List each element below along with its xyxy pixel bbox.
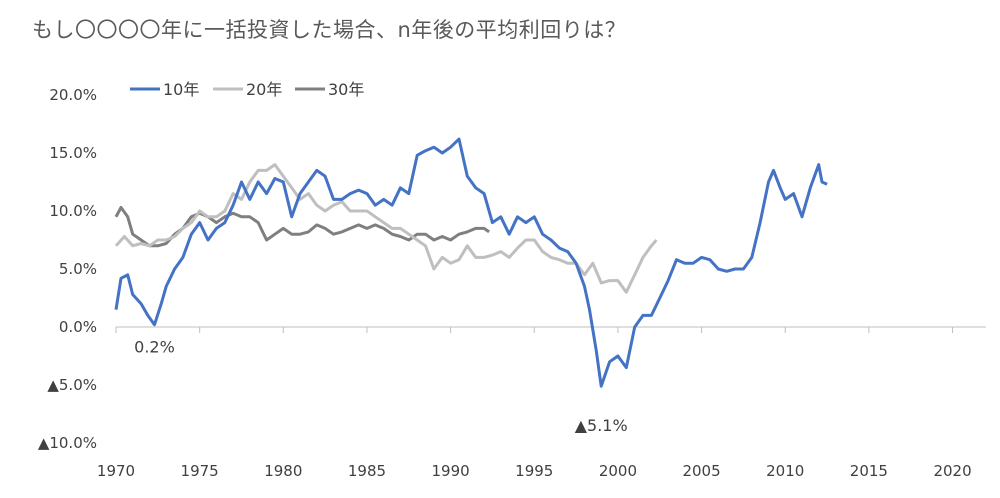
annotation-label: ▲5.1%	[575, 416, 628, 435]
x-tick-label: 1975	[181, 462, 219, 480]
series-line-2	[114, 163, 658, 294]
legend-label-3: 30年	[328, 80, 364, 99]
x-tick-label: 2005	[682, 462, 720, 480]
legend: 10年 20年 30年	[130, 80, 364, 99]
legend-label-2: 20年	[246, 80, 282, 99]
x-tick-label: 2020	[933, 462, 971, 480]
series-line-3	[114, 206, 490, 248]
legend-label-1: 10年	[163, 80, 199, 99]
x-tick-label: 1970	[97, 462, 135, 480]
x-tick-label: 2000	[599, 462, 637, 480]
annotation-label: 0.2%	[134, 338, 175, 357]
series-lines	[114, 137, 828, 388]
x-tick-label: 1985	[348, 462, 386, 480]
series-line-1	[114, 137, 828, 388]
y-tick-label: 15.0%	[49, 144, 97, 162]
x-tick-label: 1990	[432, 462, 470, 480]
x-tick-label: 2015	[850, 462, 888, 480]
x-tick-label: 1980	[264, 462, 302, 480]
y-axis-tick-labels: 20.0% 15.0% 10.0% 5.0% 0.0% ▲5.0% ▲10.0%	[38, 86, 97, 452]
y-tick-label: 20.0%	[49, 86, 97, 104]
annotations: 0.2% ▲5.1%	[134, 338, 628, 435]
y-tick-label: 10.0%	[49, 202, 97, 220]
chart-title: もし〇〇〇〇年に一括投資した場合、n年後の平均利回りは？	[32, 18, 627, 42]
y-tick-label: ▲10.0%	[38, 434, 97, 452]
x-tick-label: 2010	[766, 462, 804, 480]
y-tick-label: 0.0%	[59, 318, 97, 336]
x-axis-tick-labels: 1970 1975 1980 1985 1990 1995 2000 2005 2010 2015…	[97, 462, 972, 480]
y-tick-label: ▲5.0%	[47, 376, 97, 394]
x-axis-tick-marks	[115, 327, 954, 333]
x-tick-label: 1995	[515, 462, 553, 480]
y-tick-label: 5.0%	[59, 260, 97, 278]
